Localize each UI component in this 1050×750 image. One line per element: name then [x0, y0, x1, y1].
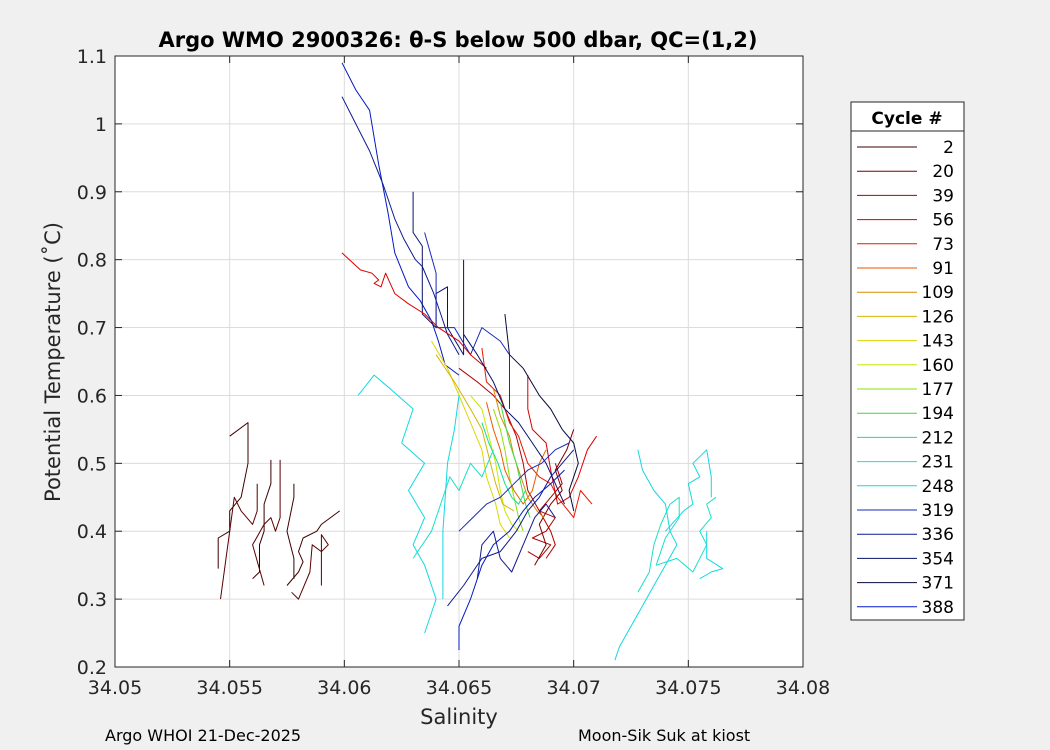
- series-line: [286, 510, 340, 586]
- series-line: [527, 463, 563, 559]
- series-line: [665, 449, 712, 532]
- legend-entry-label: 160: [922, 356, 954, 376]
- series-line: [435, 354, 515, 512]
- series-line: [637, 496, 717, 593]
- series-line: [458, 469, 565, 650]
- y-tick-label: 1.1: [77, 46, 107, 68]
- series-line: [341, 62, 460, 376]
- series-line: [252, 459, 281, 586]
- series-line: [291, 534, 329, 600]
- legend-entry-label: 336: [922, 525, 954, 545]
- series-line: [614, 449, 678, 661]
- x-tick-label: 34.065: [426, 677, 492, 699]
- legend-entry-label: 354: [922, 549, 954, 569]
- legend-entry-label: 177: [922, 380, 954, 400]
- y-tick-label: 0.3: [77, 589, 107, 611]
- legend: Cycle # 2 20 39 56 73 91 109 126 143 160 177 194 212…: [850, 101, 965, 621]
- legend-entry-label: 212: [922, 428, 954, 448]
- y-tick-label: 0.5: [77, 453, 107, 475]
- series-line: [481, 422, 526, 505]
- series-line: [486, 402, 547, 505]
- series-line: [341, 252, 487, 369]
- y-tick-label: 0.2: [77, 657, 107, 679]
- series-line: [699, 531, 724, 580]
- x-tick-label: 34.06: [317, 677, 371, 699]
- x-tick-label: 34.05: [88, 677, 142, 699]
- y-tick-label: 0.6: [77, 385, 107, 407]
- series-line: [341, 96, 460, 355]
- y-tick-label: 0.9: [77, 182, 107, 204]
- legend-entry-label: 109: [922, 283, 954, 303]
- y-tick-label: 1: [95, 114, 107, 136]
- legend-title: Cycle #: [871, 109, 942, 129]
- series-line: [442, 395, 460, 600]
- series-line: [463, 334, 565, 505]
- legend-entry-label: 39: [932, 186, 954, 206]
- legend-entry-label: 73: [932, 235, 954, 255]
- series-line: [412, 449, 494, 559]
- x-tick-label: 34.07: [546, 677, 600, 699]
- legend-entry-label: 319: [922, 501, 954, 521]
- series-line: [476, 503, 556, 579]
- series-line: [527, 375, 598, 505]
- data-series: [217, 62, 724, 661]
- series-line: [470, 395, 519, 532]
- legend-entry-label: 20: [932, 162, 954, 182]
- legend-entry-label: 56: [932, 211, 954, 231]
- y-tick-label: 0.4: [77, 521, 107, 543]
- legend-entry-label: 248: [922, 477, 954, 497]
- series-line: [220, 483, 258, 600]
- series-line: [458, 367, 556, 559]
- legend-entry-label: 143: [922, 332, 954, 352]
- series-line: [534, 429, 575, 566]
- legend-entries: 2 20 39 56 73 91 109 126 143 160 177 194 212 231 248 31…: [857, 138, 954, 618]
- series-line: [286, 483, 295, 579]
- legend-entry-label: 371: [922, 574, 954, 594]
- y-tick-label: 0.7: [77, 318, 107, 340]
- legend-box: [850, 101, 965, 621]
- series-line: [217, 422, 249, 569]
- legend-entry-label: 126: [922, 307, 954, 327]
- y-tick-label: 0.8: [77, 250, 107, 272]
- series-line: [252, 459, 272, 580]
- chart-title: Argo WMO 2900326: θ-S below 500 dbar, QC…: [159, 28, 758, 52]
- footer-right: Moon-Sik Suk at kiost: [578, 726, 750, 745]
- series-line: [499, 402, 531, 518]
- footer-left: Argo WHOI 21-Dec-2025: [105, 726, 301, 745]
- x-axis-label: Salinity: [420, 705, 498, 729]
- legend-entry-label: 2: [943, 138, 954, 158]
- legend-entry-label: 388: [922, 598, 954, 618]
- series-line: [458, 442, 570, 532]
- x-tick-label: 34.075: [655, 677, 721, 699]
- x-tick-label: 34.08: [776, 677, 830, 699]
- legend-entry-label: 91: [932, 259, 954, 279]
- series-line: [357, 374, 437, 634]
- legend-entry-label: 194: [922, 404, 954, 424]
- legend-entry-label: 231: [922, 453, 954, 473]
- series-line: [504, 313, 579, 512]
- x-tick-label: 34.055: [196, 677, 262, 699]
- y-axis-label: Potential Temperature (˚C): [41, 222, 65, 502]
- series-line: [447, 449, 575, 607]
- axis-ticks: 34.05 34.055 34.06 34.065 34.07 34.075 34.08 0.…: [77, 46, 830, 699]
